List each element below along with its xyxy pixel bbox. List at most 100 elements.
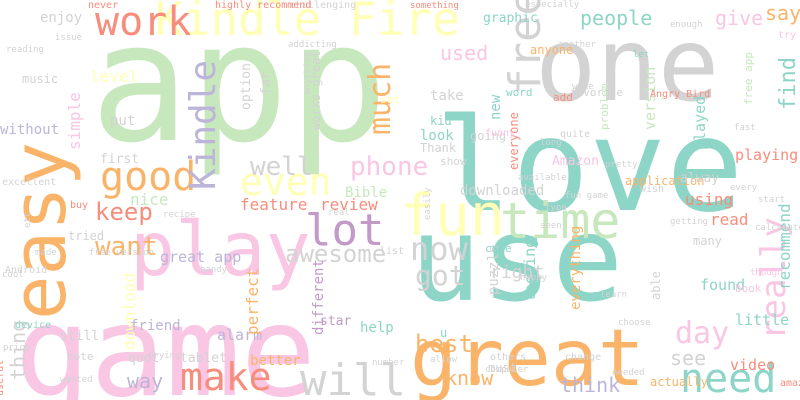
cloud-word: computer (485, 365, 529, 375)
cloud-word: amazing (780, 378, 800, 389)
cloud-word: enjoy (40, 10, 82, 26)
cloud-word: lot (305, 205, 384, 256)
cloud-word: feature (240, 195, 307, 214)
cloud-word: love (435, 92, 743, 241)
cloud-word: enough (670, 20, 703, 30)
cloud-word: real (328, 208, 350, 218)
cloud-word: look (420, 128, 454, 144)
cloud-word: made (35, 248, 57, 258)
cloud-word: awesome (285, 240, 386, 268)
cloud-word: thing (6, 320, 30, 380)
cloud-word: application (625, 174, 704, 188)
cloud-word: going (470, 129, 506, 143)
cloud-word: recipe (163, 210, 196, 220)
cloud-word: trying (148, 351, 181, 361)
cloud-word: will (300, 355, 406, 400)
cloud-word: play (130, 205, 311, 293)
cloud-word: works great (309, 51, 323, 130)
cloud-word: available (518, 173, 567, 183)
cloud-word: let (633, 50, 649, 60)
cloud-word: reading (6, 45, 44, 55)
cloud-word: favorite (570, 86, 623, 99)
cloud-word: review (320, 195, 378, 214)
cloud-word: pretty (605, 160, 638, 170)
cloud-word: kid (430, 114, 452, 128)
cloud-word: device (15, 320, 51, 331)
cloud-word: add (553, 91, 573, 104)
cloud-word: use (410, 190, 623, 328)
cloud-word: though (750, 268, 783, 278)
cloud-word: u (440, 326, 447, 340)
cloud-word: help (360, 320, 394, 336)
cloud-word: addicting (288, 40, 337, 50)
cloud-word: fast (734, 123, 756, 133)
cloud-word: still (60, 329, 99, 344)
cloud-word: now (410, 230, 469, 268)
cloud-word: Thank (420, 141, 457, 155)
cloud-word: put (110, 113, 135, 129)
cloud-word: anything (303, 52, 313, 95)
cloud-word: option (239, 63, 254, 110)
cloud-word: start (758, 195, 785, 205)
cloud-word: tried (68, 229, 104, 243)
cloud-word: wake (572, 82, 594, 92)
cloud-word: show (440, 155, 467, 168)
cloud-word: everyone (507, 112, 521, 170)
cloud-word: time (500, 192, 620, 250)
cloud-word: number (372, 358, 405, 368)
cloud-word: Android (5, 265, 47, 276)
cloud-word: even (240, 160, 332, 204)
cloud-word: little (735, 311, 789, 329)
cloud-word: good (100, 154, 196, 200)
cloud-word: day (675, 316, 729, 351)
cloud-word: long (540, 138, 562, 148)
cloud-word: work (95, 0, 191, 45)
cloud-word: allow (430, 355, 458, 365)
cloud-word: right (490, 262, 544, 283)
cloud-word: one (535, 6, 719, 125)
cloud-word: everything (568, 226, 584, 310)
cloud-word: take (430, 88, 464, 104)
cloud-word: happy (520, 273, 548, 283)
cloud-word: every (730, 183, 758, 193)
cloud-word: much (363, 63, 398, 135)
cloud-word: must (488, 361, 517, 375)
cloud-word: nice (130, 190, 169, 209)
cloud-word: Angry Bird (650, 89, 710, 100)
cloud-word: way (127, 369, 163, 393)
cloud-word: Kindle Fire (155, 0, 460, 46)
cloud-word: find (776, 57, 800, 110)
cloud-word: free version (89, 248, 154, 258)
cloud-word: Kindle (183, 60, 224, 190)
cloud-word: give (715, 6, 763, 30)
cloud-word: looking (521, 239, 539, 302)
cloud-word: game (15, 280, 316, 400)
cloud-word: funny (485, 128, 515, 139)
cloud-word: quot (128, 351, 159, 366)
cloud-word: needed (612, 368, 645, 378)
cloud-word: video (730, 356, 775, 374)
cloud-word: recommend (775, 203, 794, 290)
cloud-word: graphic (483, 11, 538, 26)
cloud-word: used (440, 41, 488, 65)
cloud-word: easily (423, 187, 433, 220)
cloud-word: alway (680, 171, 719, 186)
cloud-word: etc (23, 212, 33, 228)
cloud-word: playing (735, 146, 798, 164)
cloud-word: easy (0, 142, 83, 320)
cloud-word: come (485, 242, 512, 255)
cloud-word: using (685, 190, 733, 209)
cloud-word: excellent (2, 177, 56, 188)
cloud-word: tablet (180, 351, 227, 366)
cloud-word: want (95, 232, 158, 262)
cloud-word: learn (600, 290, 627, 300)
cloud-word: people (580, 6, 652, 30)
cloud-word: read (710, 210, 749, 229)
cloud-word: see (670, 346, 706, 370)
cloud-word: first (100, 152, 139, 167)
cloud-word: getting (670, 217, 708, 227)
cloud-word: played (691, 96, 709, 150)
cloud-word: level (90, 67, 138, 86)
cloud-word: keep (95, 198, 153, 226)
